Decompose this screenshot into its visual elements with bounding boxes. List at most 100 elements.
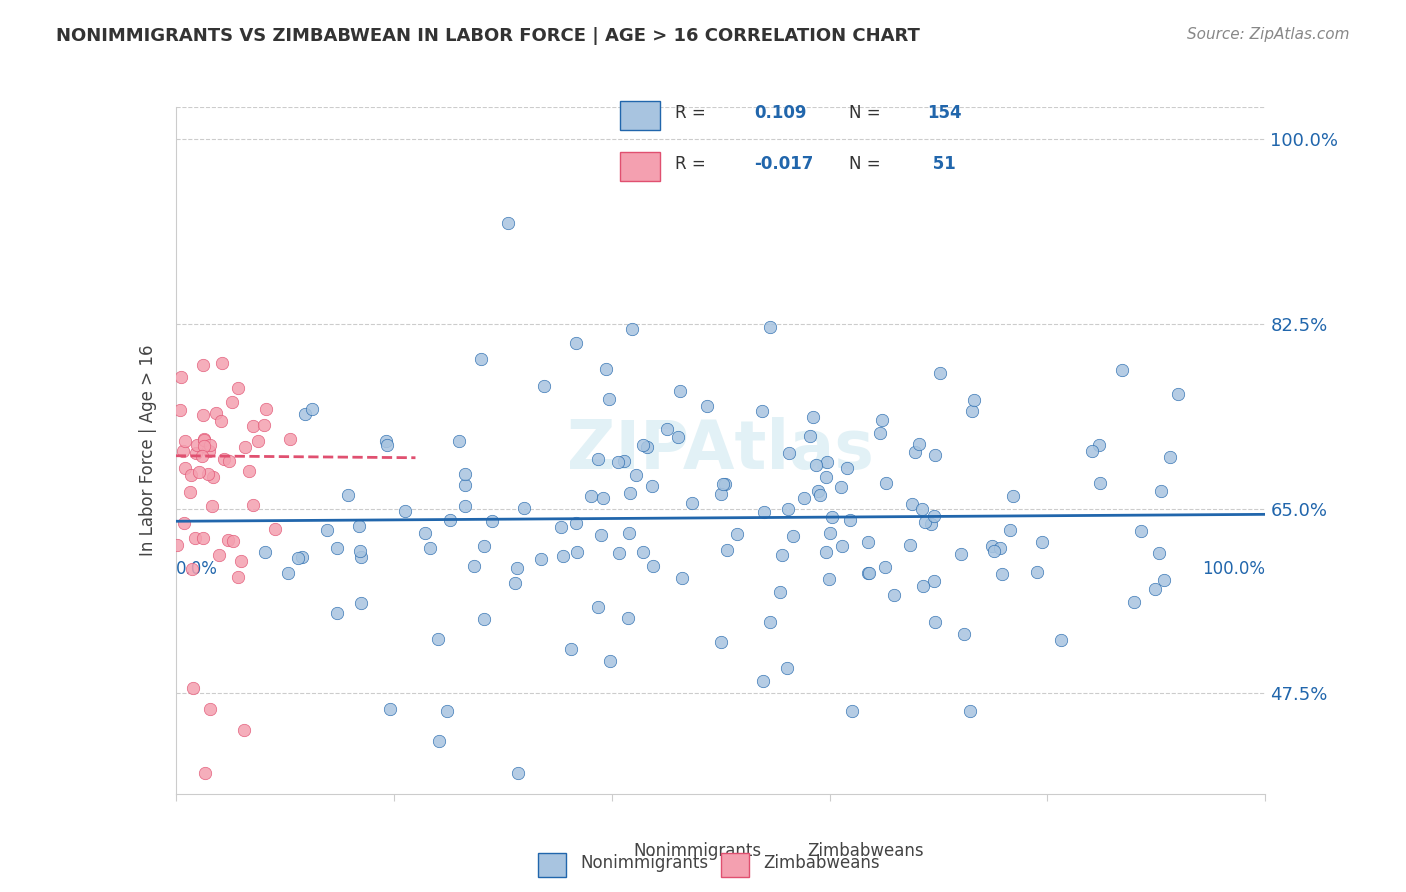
Point bbox=[904, 444, 927, 458]
Point bbox=[186, 437, 208, 451]
Point bbox=[671, 571, 693, 585]
Point bbox=[870, 413, 893, 427]
Point bbox=[193, 432, 215, 446]
Point bbox=[198, 702, 221, 716]
Point bbox=[981, 539, 1004, 553]
Point bbox=[922, 574, 945, 588]
Point bbox=[949, 547, 972, 561]
Point bbox=[838, 513, 860, 527]
Point bbox=[201, 499, 224, 513]
Point bbox=[595, 362, 617, 376]
Point bbox=[607, 545, 630, 559]
Y-axis label: In Labor Force | Age > 16: In Labor Force | Age > 16 bbox=[139, 344, 157, 557]
Point bbox=[349, 543, 371, 558]
Point bbox=[778, 445, 800, 459]
Point bbox=[513, 500, 536, 515]
Text: R =: R = bbox=[675, 103, 711, 121]
Point bbox=[666, 430, 689, 444]
Point bbox=[291, 549, 314, 564]
Point bbox=[242, 419, 264, 434]
Point bbox=[191, 531, 214, 545]
Point bbox=[869, 426, 891, 441]
Point bbox=[1144, 582, 1167, 596]
Point bbox=[193, 434, 215, 448]
Point bbox=[1129, 524, 1152, 538]
Point bbox=[439, 513, 461, 527]
Point bbox=[350, 596, 373, 610]
Point bbox=[347, 519, 370, 533]
Point bbox=[217, 533, 239, 547]
Point bbox=[413, 525, 436, 540]
Point bbox=[226, 381, 249, 395]
Point bbox=[1002, 490, 1025, 504]
Point bbox=[550, 519, 572, 533]
Point bbox=[1088, 475, 1111, 490]
Point bbox=[188, 465, 211, 479]
Point bbox=[194, 765, 217, 780]
Point bbox=[875, 559, 897, 574]
Point bbox=[752, 674, 775, 689]
Point bbox=[775, 661, 797, 675]
Point bbox=[180, 468, 202, 483]
Point bbox=[198, 438, 221, 452]
Point bbox=[592, 491, 614, 505]
Point bbox=[770, 548, 793, 562]
Point bbox=[821, 510, 844, 524]
Point bbox=[1111, 362, 1133, 376]
Point bbox=[166, 538, 188, 552]
Text: Zimbabweans: Zimbabweans bbox=[762, 854, 879, 872]
Point bbox=[242, 498, 264, 512]
Point bbox=[1153, 573, 1175, 587]
Point bbox=[752, 505, 775, 519]
Point bbox=[631, 545, 654, 559]
Text: 154: 154 bbox=[928, 103, 962, 121]
Point bbox=[922, 509, 945, 524]
Point bbox=[711, 477, 734, 491]
Point bbox=[496, 216, 519, 230]
Point bbox=[759, 320, 782, 334]
Point bbox=[301, 401, 323, 416]
Point bbox=[581, 489, 603, 503]
Point bbox=[253, 418, 276, 433]
Text: ZIPAtlas: ZIPAtlas bbox=[567, 417, 875, 483]
Point bbox=[172, 443, 194, 458]
Point bbox=[817, 455, 839, 469]
Point bbox=[226, 570, 249, 584]
Point bbox=[799, 428, 821, 442]
Point bbox=[858, 566, 880, 580]
Text: 0.0%: 0.0% bbox=[176, 560, 218, 578]
Point bbox=[174, 460, 197, 475]
Point bbox=[287, 550, 309, 565]
Point bbox=[184, 531, 207, 545]
Point bbox=[326, 541, 349, 555]
Point bbox=[710, 487, 733, 501]
Point bbox=[606, 454, 628, 468]
Point bbox=[294, 408, 316, 422]
Point bbox=[830, 480, 852, 494]
Text: 51: 51 bbox=[928, 155, 956, 173]
Point bbox=[751, 404, 773, 418]
Point bbox=[530, 551, 553, 566]
Point bbox=[591, 527, 613, 541]
Point bbox=[560, 642, 582, 657]
Point bbox=[181, 681, 204, 696]
Point bbox=[463, 558, 485, 573]
Point bbox=[472, 612, 495, 626]
Point bbox=[208, 548, 231, 562]
Point bbox=[565, 335, 588, 350]
FancyBboxPatch shape bbox=[620, 153, 659, 181]
Point bbox=[588, 599, 610, 614]
Point bbox=[898, 538, 921, 552]
Point bbox=[453, 499, 475, 513]
Point bbox=[960, 404, 983, 418]
FancyBboxPatch shape bbox=[537, 853, 565, 877]
Point bbox=[204, 406, 226, 420]
Point bbox=[350, 549, 373, 564]
Point bbox=[1123, 595, 1146, 609]
Text: Source: ZipAtlas.com: Source: ZipAtlas.com bbox=[1187, 27, 1350, 42]
Point bbox=[506, 765, 529, 780]
Point bbox=[218, 454, 240, 468]
Point bbox=[277, 566, 299, 580]
Text: N =: N = bbox=[849, 103, 886, 121]
Point bbox=[782, 529, 804, 543]
